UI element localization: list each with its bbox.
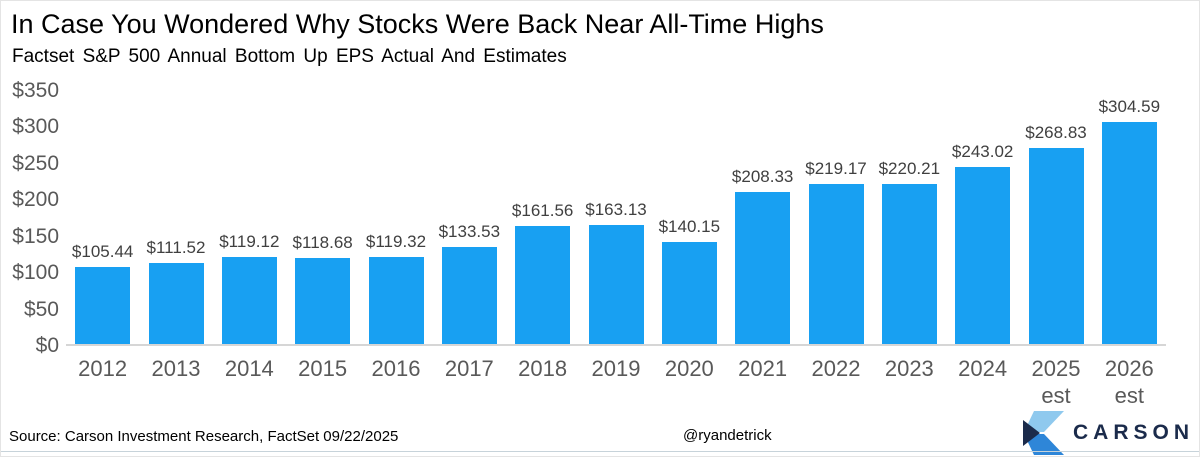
bar-2013: [148, 262, 204, 344]
bar-value-label: $133.53: [438, 221, 501, 241]
bar-value-label: $220.21: [878, 158, 941, 178]
bar-value-label: $140.15: [658, 216, 721, 236]
y-tick-label: $150: [12, 224, 59, 248]
bar-2012: [75, 267, 131, 344]
slide-bottom-edge: [1, 451, 1199, 452]
carson-logo-text: CARSON: [1072, 421, 1194, 444]
bar-2015: [295, 257, 351, 344]
source-note: Source: Carson Investment Research, Fact…: [9, 428, 399, 445]
bar-value-label: $111.52: [146, 237, 206, 257]
bar-value-label: $105.44: [71, 242, 134, 262]
x-tick-label: 2016: [371, 356, 421, 381]
carson-logo: CARSON: [1020, 411, 1194, 455]
bar-value-label: $161.56: [511, 201, 574, 221]
bar-2014: [221, 257, 277, 344]
y-tick-label: $250: [12, 151, 59, 175]
x-tick-label: 2022: [811, 356, 861, 381]
x-tick-label: 2026 est: [1104, 356, 1154, 408]
bar-value-label: $243.02: [951, 141, 1014, 161]
bar-value-label: $268.83: [1025, 123, 1087, 143]
y-tick-label: $200: [12, 188, 59, 212]
y-tick-label: $300: [12, 115, 59, 139]
bar-value-label: $219.17: [805, 159, 867, 179]
bar-value-label: $304.59: [1098, 97, 1161, 117]
x-tick-note: est: [1114, 383, 1145, 408]
chart-subtitle: Factset S&P 500 Annual Bottom Up EPS Act…: [12, 46, 567, 67]
bar-chart-plot-area: $105.44 $111.52 $119.12 $118.68 $119.32 $133.…: [66, 91, 1166, 346]
x-tick-label: 2020: [664, 356, 714, 381]
x-tick-label: 2014: [224, 356, 274, 381]
y-tick-label: $0: [35, 334, 59, 357]
x-tick-note: est: [1041, 383, 1071, 408]
y-tick-label: $100: [12, 261, 59, 285]
bar-value-label: $118.68: [292, 232, 353, 252]
bar-2022: [808, 184, 864, 344]
bar-2024: [955, 166, 1011, 344]
x-tick-label: 2024: [958, 356, 1008, 381]
x-tick-label: 2015: [298, 356, 348, 381]
bar-2017: [441, 246, 497, 344]
x-tick-label: 2013: [151, 356, 201, 381]
bar-value-label: $119.12: [219, 232, 280, 252]
bar-2021: [735, 192, 791, 344]
x-tick-label: 2019: [591, 356, 641, 381]
x-tick-label: 2012: [78, 356, 128, 381]
y-tick-label: $50: [23, 297, 59, 321]
twitter-handle: @ryandetrick: [683, 427, 772, 444]
bar-2026-est: [1101, 122, 1157, 344]
bar-value-label: $119.32: [365, 232, 427, 252]
x-tick-label: 2021: [738, 356, 788, 381]
bar-2020: [661, 241, 717, 344]
x-tick-label: 2023: [884, 356, 934, 381]
chart-title: In Case You Wondered Why Stocks Were Bac…: [11, 9, 824, 39]
y-tick-label: $350: [12, 79, 59, 102]
bar-2023: [881, 183, 937, 344]
bar-2016: [368, 257, 424, 344]
bar-2018: [515, 226, 571, 344]
bar-2019: [588, 225, 644, 344]
y-axis: $0 $50 $100 $150 $200 $250 $300 $350: [1, 1, 59, 456]
bar-2025-est: [1028, 148, 1084, 344]
bar-value-label: $163.13: [585, 200, 647, 220]
x-tick-label: 2025 est: [1031, 356, 1081, 408]
x-tick-label: 2017: [444, 356, 494, 381]
carson-logo-icon: [1022, 411, 1064, 455]
x-tick-label: 2018: [518, 356, 568, 381]
bar-value-label: $208.33: [731, 167, 794, 187]
